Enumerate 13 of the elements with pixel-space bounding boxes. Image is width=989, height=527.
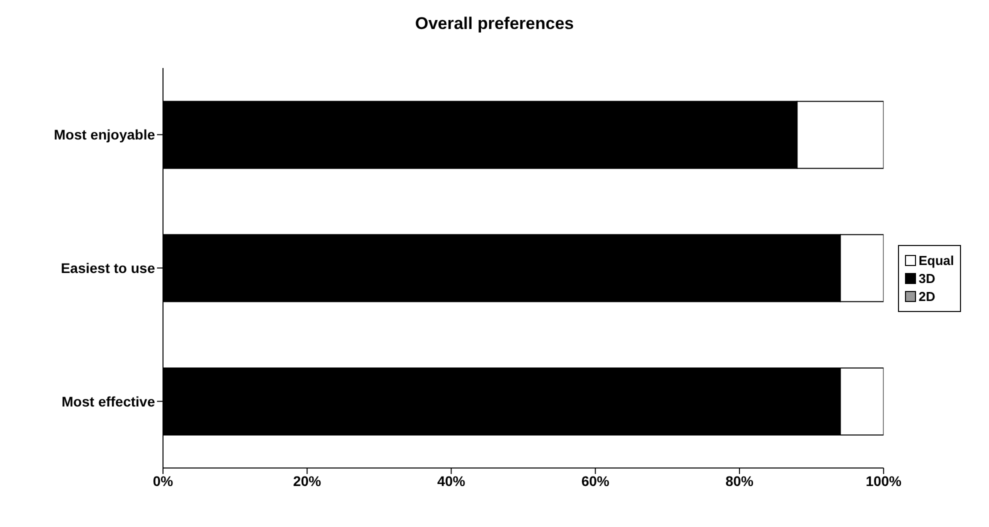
y-tick-label: Easiest to use	[60, 260, 156, 276]
chart-title: Overall preferences	[414, 14, 575, 34]
y-tick-label: Most effective	[62, 393, 156, 410]
legend-label: Equal	[918, 252, 954, 268]
x-tick-label: 40%	[437, 472, 466, 489]
legend-label: 2D	[918, 288, 936, 304]
x-tick-label: 0%	[152, 472, 174, 489]
x-tick-label: 20%	[293, 472, 322, 489]
legend-label: 3D	[918, 270, 936, 286]
x-tick-label: 60%	[581, 472, 610, 489]
x-tick-label: 100%	[866, 472, 902, 489]
x-tick-label: 80%	[725, 472, 754, 489]
y-tick-label: Most enjoyable	[54, 126, 156, 143]
